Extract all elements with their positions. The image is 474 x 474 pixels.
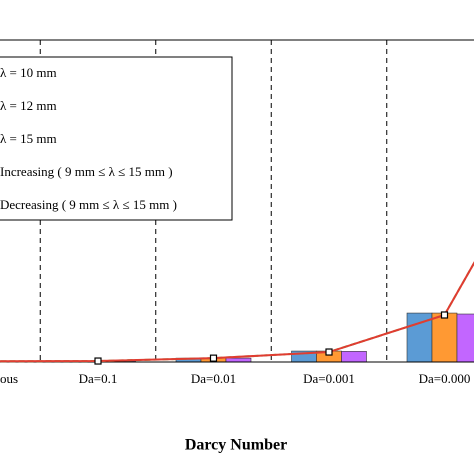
x-tick-label: Da=0.000 xyxy=(419,371,471,386)
legend-label: λ = 12 mm xyxy=(0,98,57,113)
line-series xyxy=(0,261,474,363)
line-marker xyxy=(94,357,102,365)
bar xyxy=(341,351,367,363)
line-marker xyxy=(209,354,218,362)
x-axis-label: Darcy Number xyxy=(185,437,287,454)
legend-label: λ = 15 mm xyxy=(0,131,57,146)
legend-label: λ = 10 mm xyxy=(0,65,57,80)
legend-box xyxy=(0,56,233,221)
bar xyxy=(225,357,252,363)
x-tick-label: ous xyxy=(0,371,18,386)
x-tick-label: Da=0.001 xyxy=(303,371,355,386)
line-marker xyxy=(440,311,449,319)
x-tick-label: Da=0.1 xyxy=(79,371,118,386)
bar xyxy=(431,312,458,363)
x-tick-label: Da=0.01 xyxy=(191,371,236,386)
legend-label: Decreasing ( 9 mm ≤ λ ≤ 15 mm ) xyxy=(0,197,177,212)
bar xyxy=(456,313,474,363)
legend-label: Increasing ( 9 mm ≤ λ ≤ 15 mm ) xyxy=(0,164,173,179)
line-marker xyxy=(325,348,333,356)
